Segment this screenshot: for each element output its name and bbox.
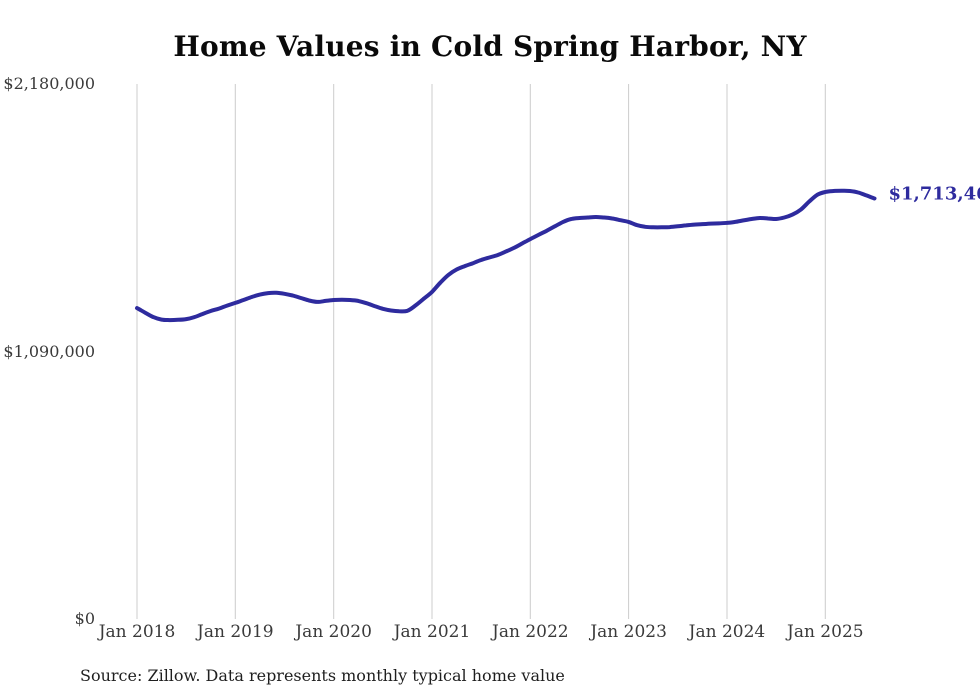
x-axis-tick-jan-2022: Jan 2022 — [492, 622, 569, 642]
y-axis-tick-zero: $0 — [74, 609, 95, 628]
y-axis-tick-middle: $1,090,000 — [3, 341, 95, 361]
x-axis-tick-jan-2020: Jan 2020 — [295, 622, 372, 642]
latest-value-label: $1,713,468 — [888, 183, 980, 205]
x-axis-tick-jan-2021: Jan 2021 — [393, 622, 471, 642]
x-axis-tick-jan-2023: Jan 2023 — [590, 622, 667, 642]
home-value-line — [135, 188, 877, 323]
y-axis-tick-top: $2,180,000 — [3, 74, 95, 93]
chart-title: Home Values in Cold Spring Harbor, NY — [173, 30, 807, 63]
x-axis-tick-jan-2024: Jan 2024 — [688, 622, 766, 642]
x-axis-tick-jan-2018: Jan 2018 — [98, 622, 176, 642]
source-note: Source: Zillow. Data represents monthly … — [80, 666, 565, 685]
x-axis-tick-jan-2025: Jan 2025 — [787, 622, 864, 642]
x-axis-tick-jan-2019: Jan 2019 — [197, 622, 274, 642]
